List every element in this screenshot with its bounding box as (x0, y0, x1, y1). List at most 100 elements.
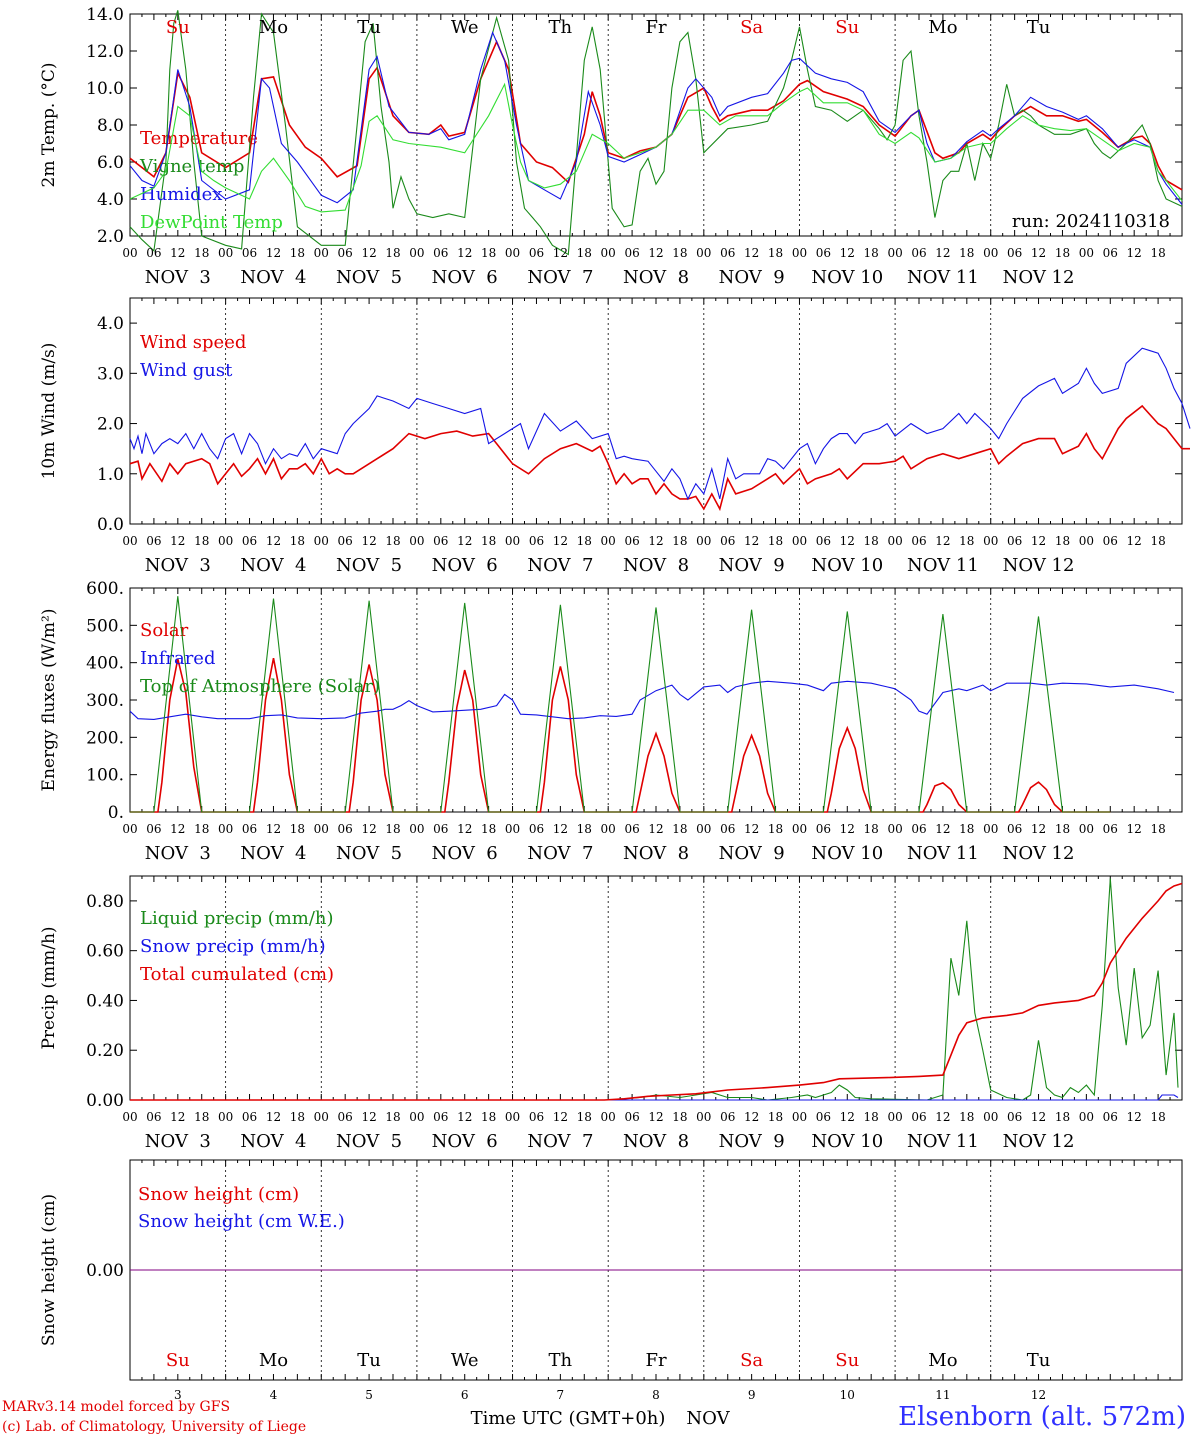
hour-tick-label: 12 (935, 246, 950, 260)
day-number: 8 (652, 1388, 660, 1402)
hour-tick-label: 06 (433, 534, 448, 548)
date-label: NOV 6 (432, 267, 498, 288)
panel-frame (129, 587, 1183, 813)
hour-tick-label: 18 (1055, 246, 1070, 260)
day-number: 11 (935, 1388, 950, 1402)
hour-tick-label: 06 (433, 246, 448, 260)
hour-tick-label: 12 (1127, 534, 1142, 548)
hour-tick-label: 06 (816, 822, 831, 836)
date-label: NOV 12 (1003, 267, 1075, 288)
x-month-label: NOV (686, 1408, 730, 1429)
hour-tick-label: 00 (1079, 246, 1094, 260)
hour-tick-label: 12 (840, 822, 855, 836)
hour-tick-label: 18 (864, 246, 879, 260)
legend-entry: DewPoint Temp (140, 212, 283, 233)
y-tick-label: 3.0 (97, 364, 124, 384)
hour-tick-label: 18 (481, 534, 496, 548)
weekday-label: Su (835, 17, 859, 38)
hour-tick-label: 06 (911, 246, 926, 260)
day-number: 4 (270, 1388, 278, 1402)
hour-tick-label: 06 (433, 822, 448, 836)
credit-lab: (c) Lab. of Climatology, University of L… (2, 1419, 307, 1435)
y-tick-label: 600. (86, 579, 124, 599)
hour-tick-label: 12 (935, 822, 950, 836)
hour-tick-label: 00 (122, 534, 137, 548)
date-label: NOV 8 (623, 267, 689, 288)
y-tick-label: 100. (86, 766, 124, 786)
hour-tick-label: 18 (768, 1110, 783, 1124)
hour-tick-label: 00 (314, 1110, 329, 1124)
y-tick-label: 12.0 (86, 42, 124, 62)
y-tick-label: 0.40 (86, 991, 124, 1011)
legend-entry: Wind gust (140, 360, 233, 381)
hour-tick-label: 00 (314, 246, 329, 260)
legend-entry: Wind speed (140, 332, 246, 353)
hour-tick-label: 18 (672, 1110, 687, 1124)
hour-tick-label: 00 (601, 822, 616, 836)
legend-entry: Liquid precip (mm/h) (140, 908, 334, 929)
y-tick-label: 1.0 (97, 465, 124, 485)
hour-tick-label: 18 (290, 534, 305, 548)
hour-tick-label: 06 (911, 822, 926, 836)
hour-tick-label: 06 (624, 534, 639, 548)
hour-tick-label: 06 (242, 246, 257, 260)
hour-tick-label: 06 (146, 822, 161, 836)
weekday-label: Mo (259, 17, 288, 38)
hour-tick-label: 00 (505, 534, 520, 548)
run-label: run: 2024110318 (1012, 211, 1170, 232)
x-axis-label: Time UTC (GMT+0h) (471, 1408, 666, 1429)
series-line-vigne-temp (129, 10, 1183, 256)
hour-tick-label: 06 (1007, 822, 1022, 836)
y-tick-label: 14.0 (86, 5, 124, 25)
date-label: NOV 7 (527, 267, 593, 288)
hour-tick-label: 00 (218, 534, 233, 548)
hour-tick-label: 00 (983, 246, 998, 260)
hour-tick-label: 00 (601, 1110, 616, 1124)
weekday-label-bottom: Su (166, 1350, 190, 1371)
weekday-label-bottom: Tu (357, 1350, 381, 1371)
date-label: NOV 10 (811, 267, 883, 288)
weekday-label: Su (166, 17, 190, 38)
hour-tick-label: 00 (409, 246, 424, 260)
date-label: NOV 10 (811, 555, 883, 576)
date-label: NOV 3 (145, 1131, 211, 1152)
hour-tick-label: 12 (170, 1110, 185, 1124)
date-label: NOV 9 (719, 555, 785, 576)
hour-tick-label: 12 (648, 822, 663, 836)
hour-tick-label: 12 (648, 1110, 663, 1124)
hour-tick-label: 18 (194, 822, 209, 836)
date-label: NOV 7 (527, 843, 593, 864)
hour-tick-label: 18 (959, 1110, 974, 1124)
hour-tick-label: 18 (1150, 822, 1165, 836)
hour-tick-label: 06 (624, 1110, 639, 1124)
date-label: NOV 3 (145, 843, 211, 864)
hour-tick-label: 12 (744, 1110, 759, 1124)
hour-tick-label: 18 (194, 1110, 209, 1124)
hour-tick-label: 00 (792, 534, 807, 548)
hour-tick-label: 12 (744, 246, 759, 260)
hour-tick-label: 18 (864, 534, 879, 548)
hour-tick-label: 12 (1031, 246, 1046, 260)
hour-tick-label: 00 (696, 822, 711, 836)
weekday-label: Mo (928, 17, 957, 38)
hour-tick-label: 06 (242, 822, 257, 836)
hour-tick-label: 18 (672, 246, 687, 260)
date-label: NOV 3 (145, 555, 211, 576)
hour-tick-label: 06 (1103, 822, 1118, 836)
date-label: NOV 11 (907, 555, 979, 576)
hour-tick-label: 18 (194, 534, 209, 548)
date-label: NOV 5 (336, 843, 402, 864)
hour-tick-label: 18 (194, 246, 209, 260)
y-tick-label: 4.0 (97, 314, 124, 334)
hour-tick-label: 06 (529, 534, 544, 548)
hour-tick-label: 06 (146, 246, 161, 260)
hour-tick-label: 00 (218, 1110, 233, 1124)
day-number: 9 (748, 1388, 756, 1402)
hour-tick-label: 12 (1031, 822, 1046, 836)
hour-tick-label: 18 (577, 1110, 592, 1124)
hour-tick-label: 18 (864, 1110, 879, 1124)
hour-tick-label: 06 (624, 246, 639, 260)
y-tick-label: 10.0 (86, 79, 124, 99)
hour-tick-label: 00 (696, 534, 711, 548)
